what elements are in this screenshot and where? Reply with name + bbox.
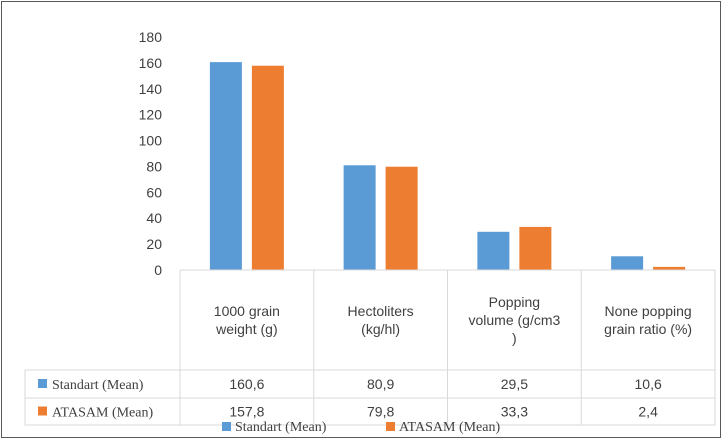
data-value: 29,5 <box>501 376 528 392</box>
data-value: 2,4 <box>638 404 658 420</box>
category-label: Popping <box>489 294 540 310</box>
data-value: 80,9 <box>367 376 394 392</box>
y-tick-label: 140 <box>139 81 163 97</box>
table-row-label: ATASAM (Mean) <box>52 406 153 421</box>
data-value: 10,6 <box>635 376 662 392</box>
y-tick-label: 80 <box>146 158 162 174</box>
data-value: 160,6 <box>229 376 264 392</box>
data-value: 79,8 <box>367 404 394 420</box>
category-label: 1000 grain <box>214 303 280 319</box>
y-tick-label: 160 <box>139 55 163 71</box>
legend-swatch-standart <box>222 422 231 431</box>
y-tick-label: 100 <box>139 133 163 149</box>
series-key-atasam <box>38 406 47 416</box>
series-key-standart <box>38 379 47 388</box>
y-tick-label: 40 <box>146 210 162 226</box>
bar-atasam <box>251 65 284 270</box>
bar-standart <box>611 256 644 270</box>
bar-atasam <box>653 266 686 270</box>
category-label: Hectoliters <box>348 303 414 319</box>
y-tick-label: 60 <box>146 184 162 200</box>
bar-standart <box>209 62 242 271</box>
y-tick-label: 180 <box>139 29 163 45</box>
bar-standart <box>477 231 510 270</box>
category-label: None popping <box>605 303 692 319</box>
category-label: volume (g/cm3 <box>468 312 560 328</box>
table-row-label: Standart (Mean) <box>52 378 144 393</box>
bar-atasam <box>385 166 418 270</box>
legend-swatch-atasam <box>386 422 395 431</box>
y-tick-label: 0 <box>154 262 162 278</box>
y-tick-label: 20 <box>146 236 162 252</box>
legend-label: Standart (Mean) <box>235 420 327 435</box>
category-label: grain ratio (%) <box>604 321 692 337</box>
category-label: (kg/hl) <box>361 321 400 337</box>
data-value: 157,8 <box>229 404 264 420</box>
bar-atasam <box>519 226 552 270</box>
category-label: weight (g) <box>215 321 277 337</box>
bar-standart <box>343 165 376 270</box>
y-tick-label: 120 <box>139 107 163 123</box>
legend-label: ATASAM (Mean) <box>399 420 500 435</box>
data-value: 33,3 <box>501 404 528 420</box>
category-label: ) <box>512 330 517 346</box>
